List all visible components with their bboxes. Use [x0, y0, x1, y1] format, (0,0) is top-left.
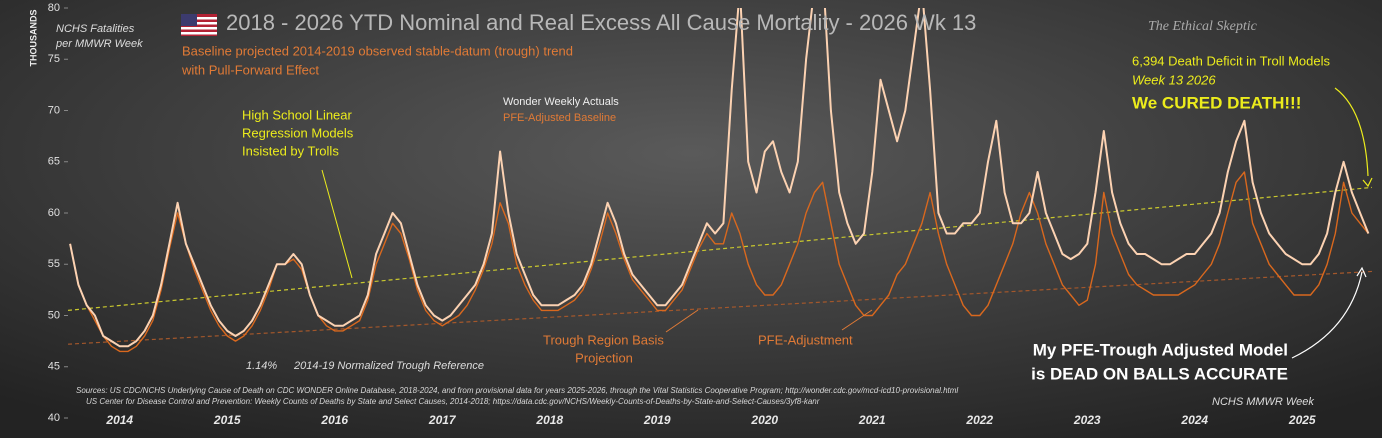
x-tick-label: 2015 [213, 413, 241, 427]
x-tick-label: 2018 [535, 413, 563, 427]
x-tick-label: 2023 [1073, 413, 1101, 427]
pointer [841, 309, 873, 331]
annotation: Insisted by Trolls [242, 143, 339, 158]
x-tick-label: 2022 [965, 413, 993, 427]
pointer [665, 309, 699, 333]
annotation: is DEAD ON BALLS ACCURATE [1031, 364, 1288, 383]
plot-area [68, 8, 1372, 353]
arrow [1291, 271, 1363, 359]
annotation: My PFE-Trough Adjusted Model [1033, 340, 1288, 359]
arrow [1334, 87, 1369, 177]
x-tick-label: 2020 [750, 413, 778, 427]
x-tick-label: 2014 [105, 413, 133, 427]
annotation: Regression Models [242, 125, 354, 140]
annotation: High School Linear [242, 107, 353, 122]
y-tick-label: 75 [48, 53, 60, 65]
annotation: PFE-Adjustment [758, 332, 853, 347]
source-note: US Center for Disease Control and Preven… [86, 397, 820, 406]
annotation: with Pull-Forward Effect [181, 62, 319, 77]
x-tick-label: 2025 [1288, 413, 1316, 427]
legend-entry: PFE-Adjusted Baseline [503, 112, 616, 124]
y-tick-label: 55 [48, 258, 60, 270]
annotation: per MMWR Week [55, 38, 143, 50]
x-axis-label: NCHS MMWR Week [1212, 396, 1314, 408]
annotation: We CURED DEATH!!! [1132, 93, 1301, 112]
y-tick-label: 60 [48, 207, 60, 219]
y-tick-label: 80 [48, 2, 60, 14]
x-tick-label: 2024 [1180, 413, 1208, 427]
annotation: NCHS Fatalities [56, 23, 135, 35]
legend-entry: Wonder Weekly Actuals [503, 96, 619, 108]
chart-title: 2018 - 2026 YTD Nominal and Real Excess … [226, 10, 976, 35]
trend-line [68, 270, 1372, 345]
y-tick-label: 70 [48, 104, 60, 116]
arrow-head [1362, 177, 1373, 188]
y-tick-label: 40 [48, 412, 60, 424]
x-tick-label: 2017 [428, 413, 457, 427]
x-tick-label: 2016 [320, 413, 348, 427]
annotation: 6,394 Death Deficit in Troll Models [1132, 53, 1330, 68]
watermark: The Ethical Skeptic [1148, 19, 1258, 34]
annotation: 1.14% [246, 360, 277, 372]
source-note: Sources: US CDC/NCHS Underlying Cause of… [76, 386, 958, 395]
y-tick-label: 50 [48, 309, 60, 321]
annotation: Trough Region Basis [543, 332, 664, 347]
annotation: 2014-19 Normalized Trough Reference [293, 360, 484, 372]
y-tick-label: 45 [48, 361, 60, 373]
x-tick-label: 2021 [858, 413, 886, 427]
pointer [321, 169, 353, 279]
y-axis-label: THOUSANDS [28, 9, 38, 66]
annotation: Projection [575, 350, 633, 365]
arrow-head [1356, 266, 1367, 278]
x-tick-label: 2019 [643, 413, 671, 427]
annotation: Week 13 2026 [1132, 72, 1216, 87]
trend-line [68, 186, 1372, 311]
y-tick-label: 65 [48, 156, 60, 168]
series-line [69, 8, 1370, 348]
flag-icon [181, 14, 217, 36]
annotation: Baseline projected 2014-2019 observed st… [182, 43, 573, 58]
